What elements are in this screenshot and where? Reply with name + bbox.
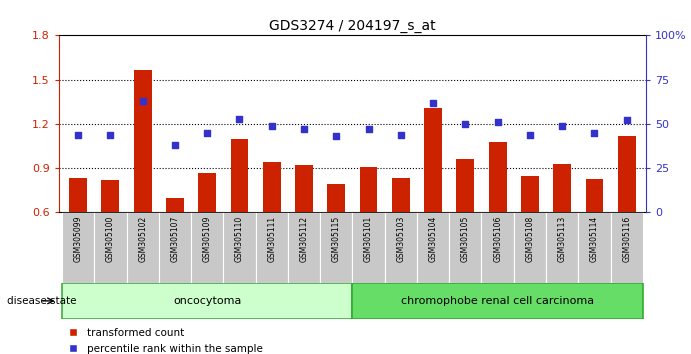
Bar <box>256 212 288 283</box>
Bar <box>62 283 352 319</box>
Bar <box>482 212 514 283</box>
Point <box>395 132 406 137</box>
Text: GSM305104: GSM305104 <box>428 216 437 262</box>
Text: GSM305101: GSM305101 <box>364 216 373 262</box>
Point <box>137 98 148 104</box>
Point <box>331 133 342 139</box>
Text: GSM305113: GSM305113 <box>558 216 567 262</box>
Text: GSM305103: GSM305103 <box>397 216 406 262</box>
Bar <box>611 212 643 283</box>
Text: disease state: disease state <box>7 296 77 306</box>
Bar <box>295 165 313 212</box>
Point <box>492 119 503 125</box>
Bar <box>578 212 611 283</box>
Text: GSM305116: GSM305116 <box>622 216 631 262</box>
Bar <box>514 212 546 283</box>
Point <box>105 132 116 137</box>
Point <box>234 116 245 121</box>
Bar <box>385 212 417 283</box>
Bar <box>94 212 126 283</box>
Bar <box>288 212 320 283</box>
Text: GSM305099: GSM305099 <box>74 216 83 262</box>
Bar <box>392 178 410 212</box>
Bar <box>521 176 539 212</box>
Bar <box>352 283 643 319</box>
Bar <box>360 167 377 212</box>
Bar <box>62 212 94 283</box>
Legend: transformed count, percentile rank within the sample: transformed count, percentile rank withi… <box>64 324 267 354</box>
Bar <box>102 180 120 212</box>
Point <box>589 130 600 136</box>
Text: GSM305114: GSM305114 <box>590 216 599 262</box>
Bar <box>191 212 223 283</box>
Bar <box>553 164 571 212</box>
Text: GSM305107: GSM305107 <box>171 216 180 262</box>
Bar <box>320 212 352 283</box>
Bar <box>223 212 256 283</box>
Bar <box>618 136 636 212</box>
Bar <box>457 159 474 212</box>
Point <box>460 121 471 127</box>
Text: GSM305105: GSM305105 <box>461 216 470 262</box>
Bar <box>231 139 248 212</box>
Text: chromophobe renal cell carcinoma: chromophobe renal cell carcinoma <box>401 296 594 306</box>
Text: GSM305110: GSM305110 <box>235 216 244 262</box>
Bar <box>585 179 603 212</box>
Point <box>557 123 568 129</box>
Point <box>73 132 84 137</box>
Bar <box>489 142 507 212</box>
Point <box>266 123 277 129</box>
Text: GSM305102: GSM305102 <box>138 216 147 262</box>
Point <box>169 142 180 148</box>
Bar <box>449 212 482 283</box>
Point <box>428 100 439 105</box>
Bar <box>424 108 442 212</box>
Text: GSM305111: GSM305111 <box>267 216 276 262</box>
Text: GSM305100: GSM305100 <box>106 216 115 262</box>
Text: GSM305115: GSM305115 <box>332 216 341 262</box>
Bar <box>417 212 449 283</box>
Bar <box>126 212 159 283</box>
Text: oncocytoma: oncocytoma <box>173 296 241 306</box>
Text: GSM305106: GSM305106 <box>493 216 502 262</box>
Text: GSM305109: GSM305109 <box>202 216 211 262</box>
Text: GSM305108: GSM305108 <box>525 216 534 262</box>
Point <box>621 118 632 123</box>
Bar <box>69 178 87 212</box>
Point <box>524 132 536 137</box>
Bar <box>134 70 151 212</box>
Point <box>202 130 213 136</box>
Text: GSM305112: GSM305112 <box>299 216 308 262</box>
Bar <box>546 212 578 283</box>
Bar <box>263 162 281 212</box>
Bar <box>352 212 385 283</box>
Point <box>299 126 310 132</box>
Bar <box>328 184 345 212</box>
Bar <box>159 212 191 283</box>
Bar <box>166 198 184 212</box>
Point <box>363 126 374 132</box>
Title: GDS3274 / 204197_s_at: GDS3274 / 204197_s_at <box>269 19 436 33</box>
Bar <box>198 173 216 212</box>
